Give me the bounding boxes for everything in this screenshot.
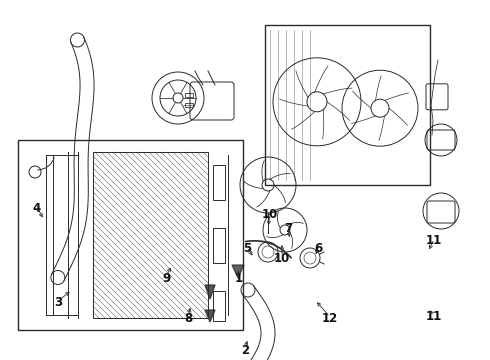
Text: 6: 6 bbox=[314, 242, 322, 255]
Bar bbox=[213, 291, 225, 321]
Bar bbox=[185, 103, 193, 107]
Text: 4: 4 bbox=[33, 202, 41, 215]
Polygon shape bbox=[205, 285, 215, 299]
Bar bbox=[93, 152, 208, 318]
Text: 8: 8 bbox=[184, 311, 192, 324]
Polygon shape bbox=[205, 310, 215, 322]
Bar bbox=[185, 93, 193, 97]
Text: 12: 12 bbox=[322, 311, 338, 324]
Text: 5: 5 bbox=[243, 242, 251, 255]
Text: 11: 11 bbox=[426, 234, 442, 247]
Bar bbox=[213, 165, 225, 200]
Text: 11: 11 bbox=[426, 310, 442, 324]
Text: 9: 9 bbox=[162, 271, 170, 284]
Bar bbox=[18, 140, 243, 330]
Text: 3: 3 bbox=[54, 296, 62, 309]
Bar bbox=[265, 25, 430, 185]
Polygon shape bbox=[232, 265, 244, 278]
Text: 7: 7 bbox=[284, 221, 292, 234]
Text: 10: 10 bbox=[274, 252, 290, 265]
Text: 1: 1 bbox=[235, 271, 243, 284]
Text: 2: 2 bbox=[241, 343, 249, 356]
Bar bbox=[213, 228, 225, 263]
Text: 10: 10 bbox=[262, 208, 278, 221]
